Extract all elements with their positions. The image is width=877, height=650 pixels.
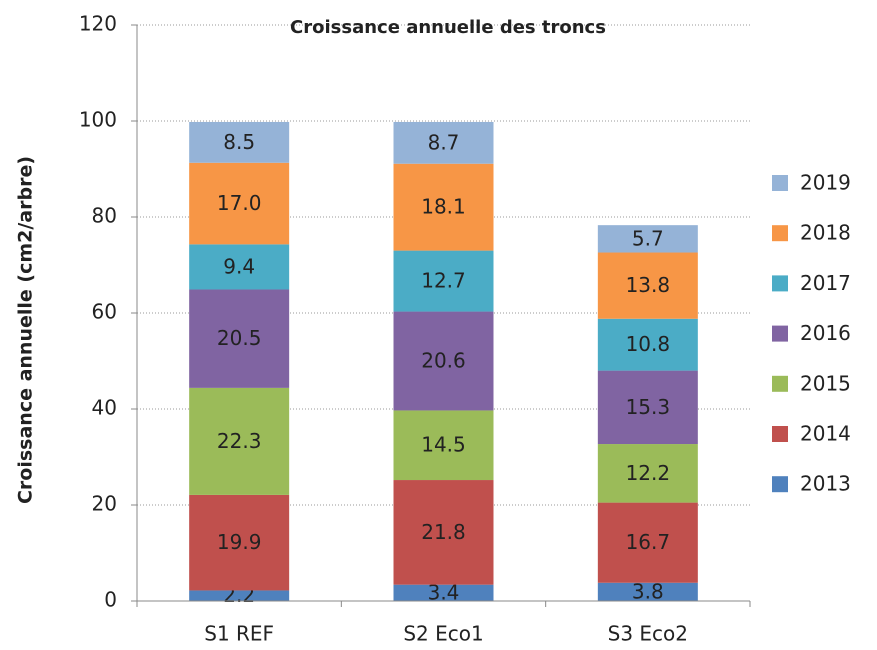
legend-swatch	[772, 275, 788, 292]
data-label: 18.1	[421, 195, 466, 219]
data-label: 19.9	[217, 530, 262, 554]
bar-segment	[597, 318, 698, 371]
bar-segment	[597, 252, 698, 319]
y-tick-label: 120	[79, 12, 117, 36]
data-label: 20.5	[217, 326, 262, 350]
legend-label: 2013	[800, 472, 851, 496]
data-label: 8.7	[428, 130, 460, 154]
bar-segment	[189, 162, 290, 245]
bar-segment	[189, 590, 290, 601]
bar-segment	[393, 480, 494, 585]
data-label: 9.4	[223, 254, 255, 278]
data-label: 22.3	[217, 429, 262, 453]
legend-label: 2018	[800, 221, 851, 245]
y-axis-label: Croissance annuelle (cm2/arbre)	[15, 156, 37, 504]
data-label: 3.8	[632, 579, 664, 603]
y-tick-label: 40	[92, 396, 117, 420]
bar-segment	[597, 502, 698, 583]
data-label: 10.8	[626, 332, 671, 356]
bar-segment	[189, 289, 290, 388]
bar-segment	[189, 494, 290, 591]
data-label: 16.7	[626, 530, 671, 554]
bar-segment	[393, 311, 494, 411]
bar-segment	[393, 163, 494, 251]
data-label: 15.3	[626, 395, 671, 419]
x-tick-label: S2 Eco1	[403, 622, 483, 646]
legend-swatch	[772, 426, 788, 442]
chart-title: Croissance annuelle des troncs	[290, 17, 606, 38]
data-label: 17.0	[217, 191, 262, 215]
legend-swatch	[772, 325, 788, 342]
bar-segment	[189, 387, 290, 495]
data-label: 8.5	[223, 130, 255, 154]
y-tick-label: 0	[104, 588, 117, 612]
legend-label: 2014	[800, 422, 851, 446]
bar-segment	[597, 444, 698, 503]
bar-segment	[393, 121, 494, 164]
legend-swatch	[772, 225, 788, 242]
bar-segment	[597, 225, 698, 253]
legend-swatch	[772, 175, 788, 191]
data-label: 21.8	[421, 520, 466, 544]
y-tick-label: 100	[79, 108, 117, 132]
data-label: 14.5	[421, 433, 466, 457]
y-tick-label: 80	[92, 204, 117, 228]
bar-segment	[597, 582, 698, 601]
bar-segment	[189, 121, 290, 163]
legend-swatch	[772, 476, 788, 493]
data-label: 12.2	[626, 461, 671, 485]
y-tick-label: 20	[92, 492, 117, 516]
x-tick-label: S1 REF	[204, 622, 274, 646]
bar-segment	[393, 250, 494, 312]
legend-label: 2015	[800, 371, 851, 395]
bar-segment	[597, 370, 698, 445]
x-tick-label: S3 Eco2	[608, 622, 688, 646]
legend-swatch	[772, 375, 788, 392]
bar-segment	[189, 244, 290, 290]
bar-segment	[393, 584, 494, 601]
data-label: 12.7	[421, 269, 466, 293]
y-tick-label: 60	[92, 300, 117, 324]
legend-label: 2016	[800, 321, 851, 345]
legend-label: 2019	[800, 171, 851, 195]
data-label: 20.6	[421, 349, 466, 373]
legend-label: 2017	[800, 271, 851, 295]
data-label: 5.7	[632, 226, 664, 250]
data-label: 13.8	[626, 273, 671, 297]
bar-segment	[393, 410, 494, 481]
